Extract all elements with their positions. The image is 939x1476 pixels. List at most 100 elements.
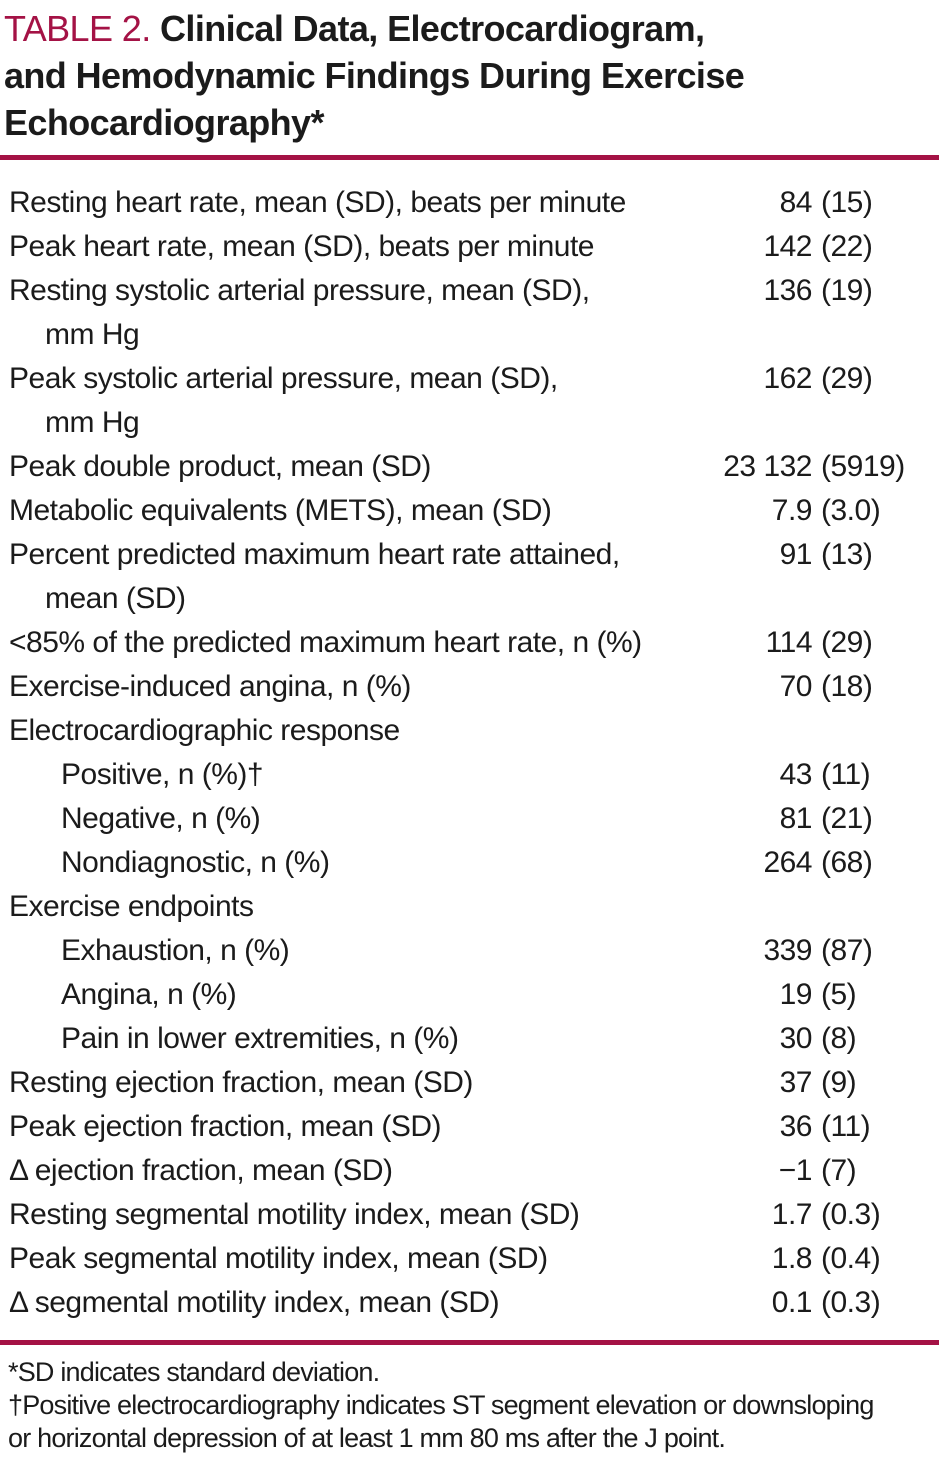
table-row: Peak ejection fraction, mean (SD) 36 (11… — [9, 1105, 930, 1149]
row-label: Peak systolic arterial pressure, mean (S… — [9, 357, 704, 445]
table-row: Peak segmental motility index, mean (SD)… — [9, 1237, 930, 1281]
row-value-mean: 19 — [779, 978, 813, 1011]
row-value-mean: −1 — [778, 1154, 813, 1187]
row-value-mean: 43 — [779, 758, 813, 791]
title-line-1: TABLE 2. Clinical Data, Electrocardiogra… — [4, 5, 935, 52]
row-label: Exercise endpoints — [9, 885, 704, 929]
row-value-sd: (5919) — [821, 450, 905, 483]
row-value-mean: 264 — [763, 846, 812, 879]
row-value-mean: 30 — [779, 1022, 813, 1055]
row-value-sd: (7) — [821, 1154, 857, 1187]
row-value-mean: 136 — [763, 274, 812, 307]
row-label-text: Metabolic equivalents (METS), mean (SD) — [9, 494, 552, 527]
row-label-text: Δ ejection fraction, mean (SD) — [9, 1154, 393, 1187]
row-label: Exercise-induced angina, n (%) — [9, 665, 704, 709]
row-label: Positive, n (%)† — [9, 753, 704, 797]
row-label: Resting systolic arterial pressure, mean… — [9, 269, 704, 357]
row-label-text: Peak systolic arterial pressure, mean (S… — [9, 362, 558, 395]
row-value-sd: (8) — [821, 1022, 857, 1055]
table-row: Negative, n (%) 81 (21) — [9, 797, 930, 841]
row-value-mean: 7.9 — [771, 494, 813, 527]
table-number-label: TABLE 2. — [4, 8, 151, 49]
row-label: Δ ejection fraction, mean (SD) — [9, 1149, 704, 1193]
row-value-sd: (13) — [821, 538, 873, 571]
row-value-sd: (11) — [821, 1110, 871, 1143]
footnotes: *SD indicates standard deviation. †Positi… — [0, 1356, 939, 1455]
row-label-text: Positive, n (%)† — [61, 758, 264, 791]
row-label-text: Exercise endpoints — [9, 890, 254, 923]
table-row: Δ segmental motility index, mean (SD) 0.… — [9, 1281, 930, 1325]
row-label: Angina, n (%) — [9, 973, 704, 1017]
row-label: Δ segmental motility index, mean (SD) — [9, 1281, 704, 1325]
table-body: Resting heart rate, mean (SD), beats per… — [0, 181, 939, 1325]
row-label-text: Resting systolic arterial pressure, mean… — [9, 274, 590, 307]
row-label-text: Negative, n (%) — [61, 802, 261, 835]
bottom-rule-divider — [0, 1340, 939, 1345]
table-row: Nondiagnostic, n (%) 264 (68) — [9, 841, 930, 885]
row-label-text: Peak ejection fraction, mean (SD) — [9, 1110, 442, 1143]
row-value-mean: 81 — [779, 802, 813, 835]
row-value-mean: 1.8 — [771, 1242, 813, 1275]
row-value-sd: (29) — [821, 626, 873, 659]
table-row: Exercise endpoints — [9, 885, 930, 929]
row-label-text: Electrocardiographic response — [9, 714, 400, 747]
row-label: Peak heart rate, mean (SD), beats per mi… — [9, 225, 704, 269]
row-label-text: Exercise-induced angina, n (%) — [9, 670, 411, 703]
row-value-sd: (29) — [821, 362, 873, 395]
table-row: Resting systolic arterial pressure, mean… — [9, 269, 930, 357]
table-row: Resting ejection fraction, mean (SD) 37 … — [9, 1061, 930, 1105]
title-text-3: Echocardiography* — [4, 102, 324, 143]
table-row: Electrocardiographic response — [9, 709, 930, 753]
table-row: Peak double product, mean (SD) 23 132 (5… — [9, 445, 930, 489]
row-value-sd: (15) — [821, 186, 873, 219]
title-text-2: and Hemodynamic Findings During Exercise — [4, 55, 745, 96]
row-value-sd: (22) — [821, 230, 873, 263]
table-row: Resting segmental motility index, mean (… — [9, 1193, 930, 1237]
table-row: Peak systolic arterial pressure, mean (S… — [9, 357, 930, 445]
row-value-mean: 162 — [763, 362, 812, 395]
row-value-sd: (18) — [821, 670, 873, 703]
row-label-text: Nondiagnostic, n (%) — [61, 846, 330, 879]
table-row: Exhaustion, n (%) 339 (87) — [9, 929, 930, 973]
table-row: Δ ejection fraction, mean (SD) −1 (7) — [9, 1149, 930, 1193]
table-row: Resting heart rate, mean (SD), beats per… — [9, 181, 930, 225]
table-row: Exercise-induced angina, n (%) 70 (18) — [9, 665, 930, 709]
row-label-continuation: mm Hg — [45, 406, 140, 439]
row-label-text: Resting heart rate, mean (SD), beats per… — [9, 186, 626, 219]
row-label: Peak double product, mean (SD) — [9, 445, 704, 489]
row-value-sd: (11) — [821, 758, 871, 791]
row-value-sd: (5) — [821, 978, 857, 1011]
row-value-mean: 23 132 — [723, 450, 812, 483]
row-label: Negative, n (%) — [9, 797, 704, 841]
table-title: TABLE 2. Clinical Data, Electrocardiogra… — [0, 5, 939, 146]
row-label: <85% of the predicted maximum heart rate… — [9, 621, 704, 665]
row-value-mean: 37 — [779, 1066, 813, 1099]
row-label: Resting heart rate, mean (SD), beats per… — [9, 181, 704, 225]
row-value-sd: (0.3) — [821, 1198, 881, 1231]
row-value-sd: (87) — [821, 934, 873, 967]
row-label-text: Exhaustion, n (%) — [61, 934, 290, 967]
row-value-sd: (21) — [821, 802, 873, 835]
row-value-sd: (9) — [821, 1066, 857, 1099]
row-value-mean: 36 — [779, 1110, 813, 1143]
row-label: Pain in lower extremities, n (%) — [9, 1017, 704, 1061]
row-value-mean: 70 — [779, 670, 813, 703]
row-label-text: Pain in lower extremities, n (%) — [61, 1022, 459, 1055]
row-label: Nondiagnostic, n (%) — [9, 841, 704, 885]
footnote-line: or horizontal depression of at least 1 m… — [8, 1423, 726, 1453]
table-row: Metabolic equivalents (METS), mean (SD) … — [9, 489, 930, 533]
row-label-text: Resting ejection fraction, mean (SD) — [9, 1066, 473, 1099]
row-label-text: Δ segmental motility index, mean (SD) — [9, 1286, 500, 1319]
table-row: Peak heart rate, mean (SD), beats per mi… — [9, 225, 930, 269]
row-label-continuation: mean (SD) — [45, 582, 186, 615]
row-label-text: Peak segmental motility index, mean (SD) — [9, 1242, 548, 1275]
row-label: Electrocardiographic response — [9, 709, 704, 753]
row-label-continuation: mm Hg — [45, 318, 140, 351]
table-row: <85% of the predicted maximum heart rate… — [9, 621, 930, 665]
row-value-sd: (3.0) — [821, 494, 881, 527]
row-label: Resting segmental motility index, mean (… — [9, 1193, 704, 1237]
row-label: Peak segmental motility index, mean (SD) — [9, 1237, 704, 1281]
row-value-sd: (0.3) — [821, 1286, 881, 1319]
table-row: Positive, n (%)† 43 (11) — [9, 753, 930, 797]
